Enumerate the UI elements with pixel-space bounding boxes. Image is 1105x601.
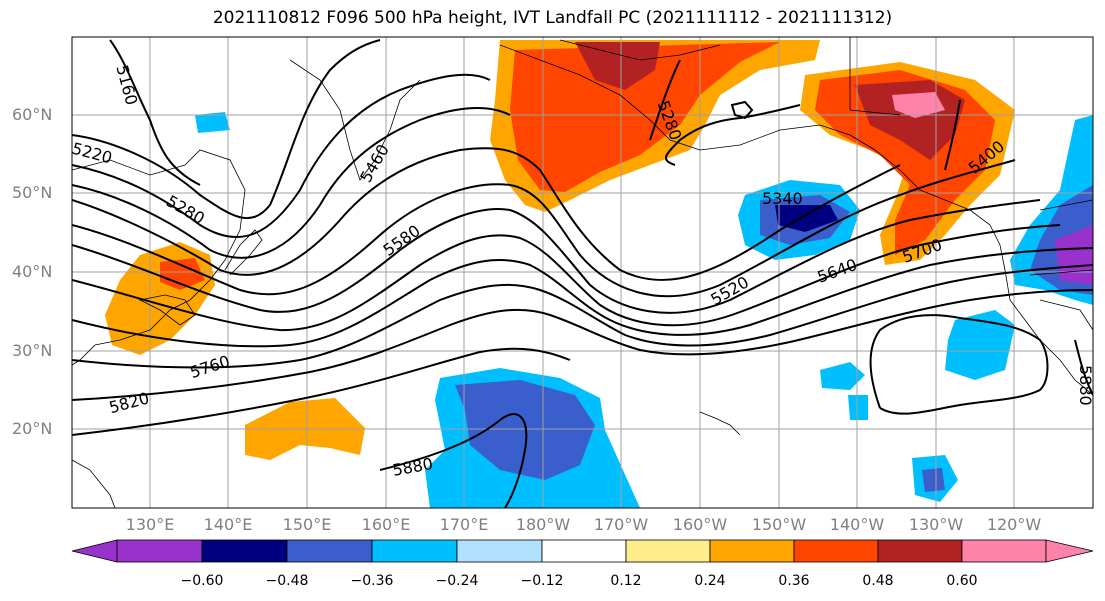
lon-label: 130°W (908, 515, 964, 534)
colorbar-swatch (201, 539, 288, 563)
ivt-shading (105, 40, 1093, 508)
lat-label: 50°N (12, 183, 53, 202)
contour-label: 5820 (107, 388, 151, 417)
ivt-positive-bering-strong (510, 42, 780, 192)
colorbar-tick: 0.60 (946, 573, 978, 589)
lon-label: 170°W (593, 515, 649, 534)
colorbar-swatch (625, 539, 711, 563)
ivt-negative-small-1 (820, 362, 865, 390)
contour-label: 5160 (112, 63, 141, 107)
ivt-negative-goa-core (775, 205, 838, 232)
lon-label: 120°W (986, 515, 1042, 534)
lon-label: 150°E (282, 515, 332, 534)
colorbar-tick: −0.24 (435, 573, 479, 589)
ivt-positive-japan-strong (160, 258, 205, 290)
graticule (72, 37, 1093, 508)
contour-label: 5880 (1076, 365, 1095, 406)
colorbar-swatch (71, 539, 118, 563)
colorbar-tick: −0.48 (265, 573, 309, 589)
lon-label: 150°W (751, 515, 807, 534)
ivt-positive-bering-core (575, 42, 660, 90)
colorbar-swatch (709, 539, 795, 563)
colorbar-swatch (877, 539, 963, 563)
contour-label: 5760 (188, 351, 233, 382)
lon-label: 170°E (439, 515, 489, 534)
contour-label: 5340 (762, 189, 803, 208)
colorbar-tick: −0.36 (350, 573, 394, 589)
lat-label: 20°N (12, 419, 53, 438)
colorbar-tick: −0.60 (180, 573, 224, 589)
colorbar-tick: −0.12 (520, 573, 564, 589)
lon-label: 180°W (515, 515, 571, 534)
colorbar (71, 539, 1094, 563)
ivt-negative-small-3-strong (922, 468, 945, 492)
ivt-positive-goa-peak (892, 92, 945, 118)
colorbar-swatch (1045, 539, 1094, 563)
colorbar-tick: 0.24 (694, 573, 726, 589)
colorbar-swatch (541, 539, 627, 563)
lat-label: 60°N (12, 105, 53, 124)
colorbar-swatch (286, 539, 373, 563)
colorbar-swatch (116, 539, 203, 563)
height-contours (72, 39, 1093, 508)
colorbar-swatch (793, 539, 879, 563)
ivt-negative-wus-core (1055, 225, 1093, 285)
lat-label: 40°N (12, 262, 53, 281)
lon-label: 130°E (125, 515, 175, 534)
colorbar-swatch (371, 539, 458, 563)
colorbar-tick: 0.36 (778, 573, 810, 589)
colorbar-tick: 0.48 (862, 573, 894, 589)
ivt-negative-small-4 (195, 112, 230, 133)
lon-label: 160°W (672, 515, 728, 534)
coastlines (72, 37, 1093, 508)
contour-label: 5520 (707, 272, 752, 309)
ivt-negative-small-2 (848, 395, 868, 420)
lat-label: 30°N (12, 341, 53, 360)
colorbar-tick: 0.12 (610, 573, 642, 589)
ivt-negative-subtropics (945, 310, 1015, 380)
colorbar-swatch (456, 539, 543, 563)
ivt-negative-cpac-strong (455, 380, 595, 480)
map-title: 2021110812 F096 500 hPa height, IVT Land… (212, 8, 893, 28)
contour-label: 5640 (815, 255, 860, 287)
lon-label: 160°E (361, 515, 411, 534)
colorbar-swatch (961, 539, 1047, 563)
lon-label: 140°W (829, 515, 885, 534)
lon-label: 140°E (203, 515, 253, 534)
map-frame (71, 36, 1094, 509)
